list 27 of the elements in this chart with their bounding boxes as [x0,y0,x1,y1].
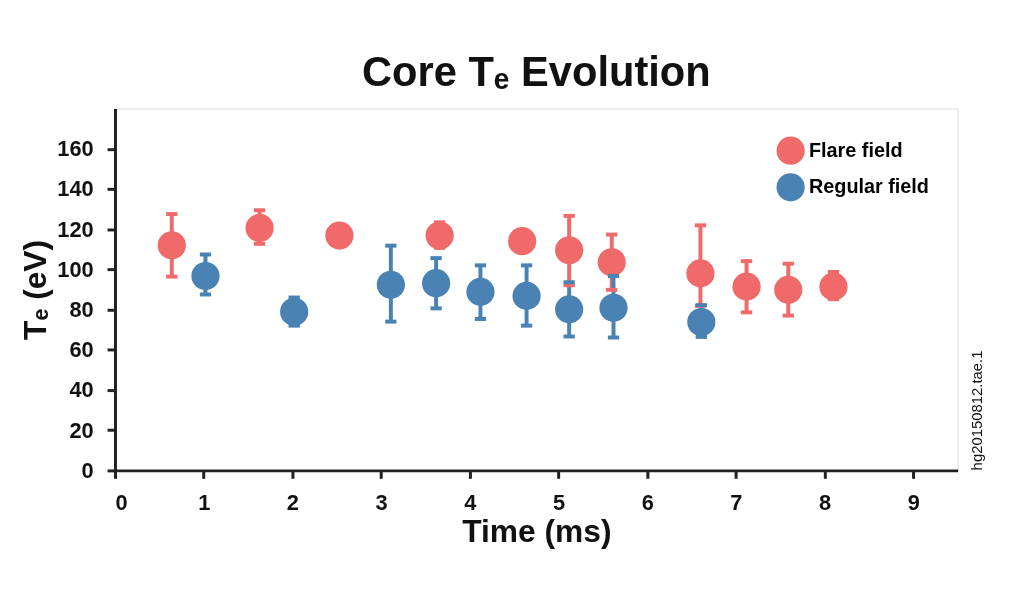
y-tick-label: 80 [69,297,94,322]
text: hg20150812.tae.1 [969,350,986,471]
y-tick-label: 160 [57,136,94,162]
y-tick-label: 60 [69,337,94,363]
y-tick-label: 100 [57,256,94,282]
legend-label: Flare field [808,138,903,161]
chart-title: Core Tₑ Evolution [362,47,711,95]
x-tick-label: 9 [907,489,920,515]
legend-label: Regular field [808,175,929,198]
x-tick-label: 0 [115,489,128,515]
x-tick-label: 4 [464,489,477,515]
x-tick-label: 3 [375,489,388,515]
x-tick-label: 8 [819,489,832,515]
x-tick-label: 2 [286,489,299,515]
x-tick-label: 5 [552,489,566,515]
y-axis-title: Tₑ (eV) [17,239,54,340]
y-tick-label: 20 [69,417,94,443]
x-tick-label: 6 [641,489,654,515]
y-tick-label: 140 [57,176,94,202]
x-tick-label: 1 [198,489,211,515]
point [508,227,537,256]
point [325,221,354,250]
y-tick-label: 40 [69,377,94,403]
y-tick-label: 0 [81,457,94,483]
y-tick-label: 120 [57,216,94,242]
x-axis-title: Time (ms) [462,513,612,550]
x-tick-label: 7 [730,489,743,515]
